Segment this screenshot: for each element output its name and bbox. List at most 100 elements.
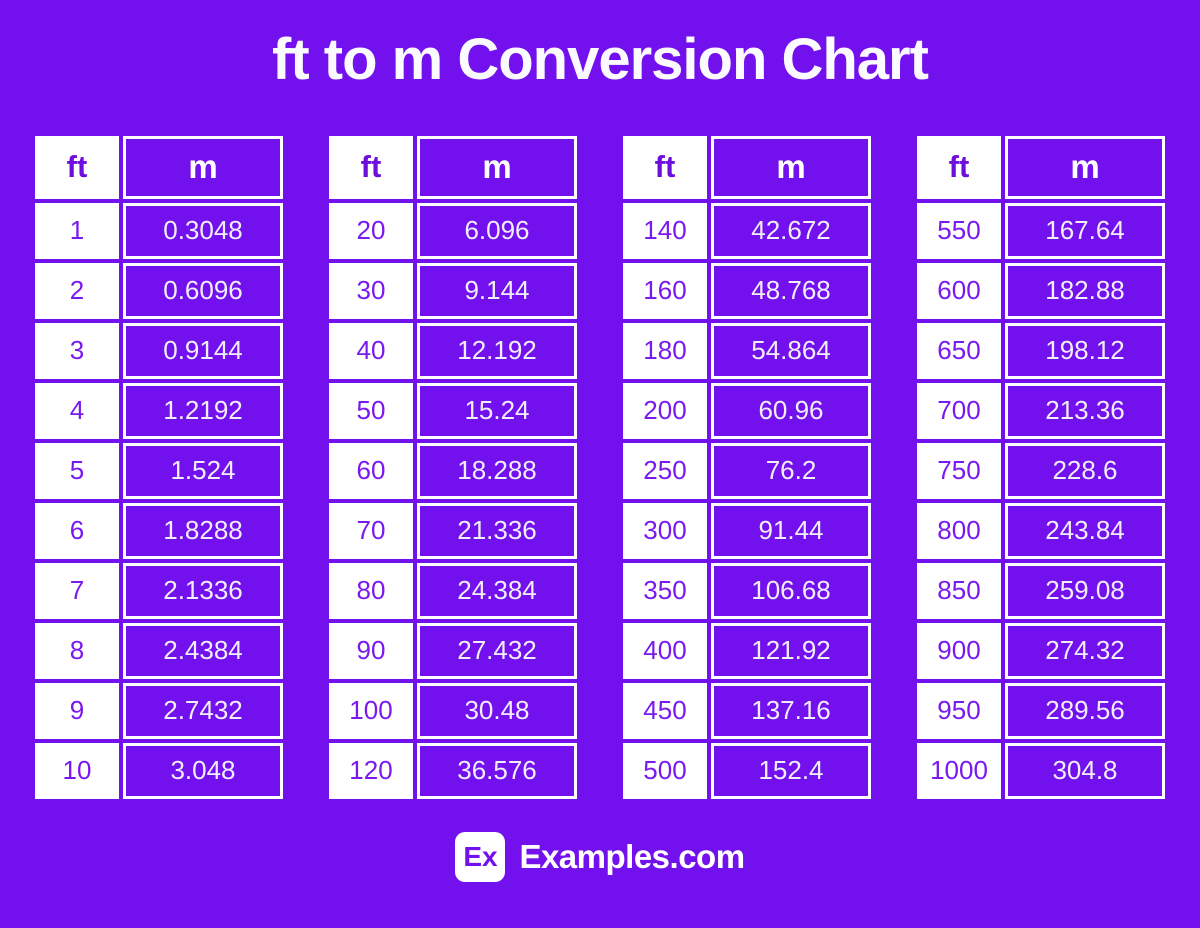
ft-value-cell: 6 bbox=[35, 502, 119, 559]
ft-value-cell: 850 bbox=[917, 562, 1001, 619]
brand-name: Examples.com bbox=[519, 837, 745, 875]
conversion-table-3: ft m 140 42.672 160 48.768 180 54.864 200 60.96 25… bbox=[623, 135, 871, 799]
table-row: 950 289.56 bbox=[917, 682, 1165, 739]
m-value-cell: 137.16 bbox=[711, 682, 871, 739]
ft-value-cell: 60 bbox=[329, 442, 413, 499]
m-value-cell: 54.864 bbox=[711, 322, 871, 379]
table-row: 120 36.576 bbox=[329, 742, 577, 799]
ft-value-cell: 7 bbox=[35, 562, 119, 619]
m-value-cell: 0.6096 bbox=[123, 262, 283, 319]
m-value-cell: 24.384 bbox=[417, 562, 577, 619]
ft-value-cell: 180 bbox=[623, 322, 707, 379]
m-value-cell: 121.92 bbox=[711, 622, 871, 679]
ft-value-cell: 350 bbox=[623, 562, 707, 619]
m-value-cell: 0.9144 bbox=[123, 322, 283, 379]
m-value-cell: 167.64 bbox=[1005, 202, 1165, 259]
m-value-cell: 2.4384 bbox=[123, 622, 283, 679]
m-value-cell: 1.524 bbox=[123, 442, 283, 499]
ft-value-cell: 70 bbox=[329, 502, 413, 559]
ft-value-cell: 550 bbox=[917, 202, 1001, 259]
ft-value-cell: 750 bbox=[917, 442, 1001, 499]
ft-value-cell: 600 bbox=[917, 262, 1001, 319]
column-header-m: m bbox=[711, 135, 871, 199]
table-row: 250 76.2 bbox=[623, 442, 871, 499]
table-row: 1 0.3048 bbox=[35, 202, 283, 259]
m-value-cell: 42.672 bbox=[711, 202, 871, 259]
table-row: 100 30.48 bbox=[329, 682, 577, 739]
ft-value-cell: 10 bbox=[35, 742, 119, 799]
column-header-m: m bbox=[1005, 135, 1165, 199]
column-header-m: m bbox=[417, 135, 577, 199]
m-value-cell: 15.24 bbox=[417, 382, 577, 439]
m-value-cell: 3.048 bbox=[123, 742, 283, 799]
table-row: 350 106.68 bbox=[623, 562, 871, 619]
m-value-cell: 12.192 bbox=[417, 322, 577, 379]
ft-value-cell: 100 bbox=[329, 682, 413, 739]
table-row: 7 2.1336 bbox=[35, 562, 283, 619]
table-row: 50 15.24 bbox=[329, 382, 577, 439]
ft-value-cell: 120 bbox=[329, 742, 413, 799]
table-header-row: ft m bbox=[329, 135, 577, 199]
table-row: 30 9.144 bbox=[329, 262, 577, 319]
ft-value-cell: 8 bbox=[35, 622, 119, 679]
table-row: 40 12.192 bbox=[329, 322, 577, 379]
ft-value-cell: 80 bbox=[329, 562, 413, 619]
ft-value-cell: 50 bbox=[329, 382, 413, 439]
m-value-cell: 1.2192 bbox=[123, 382, 283, 439]
footer: Ex Examples.com bbox=[0, 831, 1200, 882]
table-header-row: ft m bbox=[35, 135, 283, 199]
m-value-cell: 259.08 bbox=[1005, 562, 1165, 619]
table-row: 140 42.672 bbox=[623, 202, 871, 259]
m-value-cell: 91.44 bbox=[711, 502, 871, 559]
m-value-cell: 106.68 bbox=[711, 562, 871, 619]
ft-value-cell: 400 bbox=[623, 622, 707, 679]
table-row: 3 0.9144 bbox=[35, 322, 283, 379]
m-value-cell: 18.288 bbox=[417, 442, 577, 499]
ft-value-cell: 1 bbox=[35, 202, 119, 259]
examples-logo-icon: Ex bbox=[455, 831, 506, 882]
ft-value-cell: 950 bbox=[917, 682, 1001, 739]
table-row: 750 228.6 bbox=[917, 442, 1165, 499]
m-value-cell: 48.768 bbox=[711, 262, 871, 319]
m-value-cell: 1.8288 bbox=[123, 502, 283, 559]
conversion-table-1: ft m 1 0.3048 2 0.6096 3 0.9144 4 1.2192 5 1.524 6 1.… bbox=[35, 135, 283, 799]
m-value-cell: 198.12 bbox=[1005, 322, 1165, 379]
m-value-cell: 27.432 bbox=[417, 622, 577, 679]
table-row: 200 60.96 bbox=[623, 382, 871, 439]
ft-value-cell: 3 bbox=[35, 322, 119, 379]
m-value-cell: 60.96 bbox=[711, 382, 871, 439]
m-value-cell: 2.7432 bbox=[123, 682, 283, 739]
table-row: 800 243.84 bbox=[917, 502, 1165, 559]
m-value-cell: 228.6 bbox=[1005, 442, 1165, 499]
ft-value-cell: 4 bbox=[35, 382, 119, 439]
ft-value-cell: 450 bbox=[623, 682, 707, 739]
table-row: 900 274.32 bbox=[917, 622, 1165, 679]
ft-value-cell: 9 bbox=[35, 682, 119, 739]
ft-value-cell: 250 bbox=[623, 442, 707, 499]
table-row: 5 1.524 bbox=[35, 442, 283, 499]
ft-value-cell: 40 bbox=[329, 322, 413, 379]
ft-value-cell: 800 bbox=[917, 502, 1001, 559]
table-row: 60 18.288 bbox=[329, 442, 577, 499]
m-value-cell: 213.36 bbox=[1005, 382, 1165, 439]
table-row: 160 48.768 bbox=[623, 262, 871, 319]
m-value-cell: 36.576 bbox=[417, 742, 577, 799]
m-value-cell: 243.84 bbox=[1005, 502, 1165, 559]
conversion-table-2: ft m 20 6.096 30 9.144 40 12.192 50 15.24 60 18.288… bbox=[329, 135, 577, 799]
table-row: 600 182.88 bbox=[917, 262, 1165, 319]
table-row: 2 0.6096 bbox=[35, 262, 283, 319]
table-header-row: ft m bbox=[917, 135, 1165, 199]
ft-value-cell: 160 bbox=[623, 262, 707, 319]
m-value-cell: 2.1336 bbox=[123, 562, 283, 619]
table-header-row: ft m bbox=[623, 135, 871, 199]
table-row: 850 259.08 bbox=[917, 562, 1165, 619]
column-header-ft: ft bbox=[329, 135, 413, 199]
column-header-ft: ft bbox=[35, 135, 119, 199]
table-row: 4 1.2192 bbox=[35, 382, 283, 439]
conversion-tables: ft m 1 0.3048 2 0.6096 3 0.9144 4 1.2192 5 1.524 6 1.… bbox=[0, 135, 1200, 799]
table-row: 80 24.384 bbox=[329, 562, 577, 619]
m-value-cell: 76.2 bbox=[711, 442, 871, 499]
ft-value-cell: 900 bbox=[917, 622, 1001, 679]
m-value-cell: 274.32 bbox=[1005, 622, 1165, 679]
ft-value-cell: 700 bbox=[917, 382, 1001, 439]
